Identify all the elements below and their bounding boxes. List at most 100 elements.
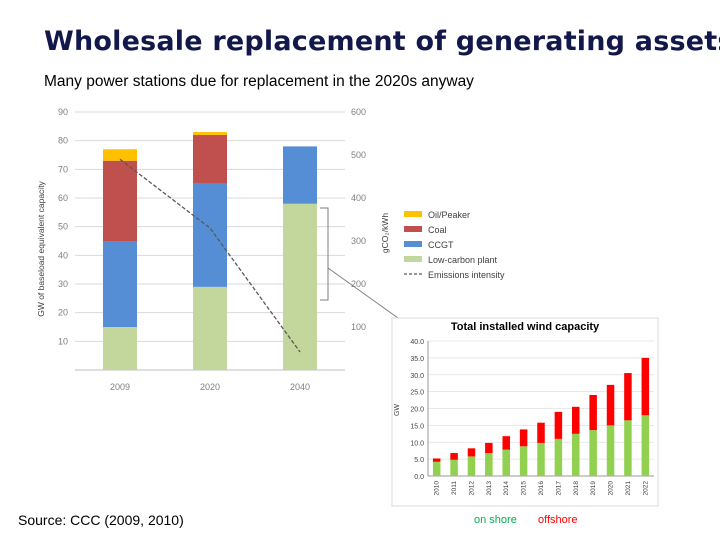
slide-title: Wholesale replacement of generating asse…	[44, 26, 720, 57]
wind-bar-offshore-2017	[554, 411, 563, 439]
wind-bar-on-shore-2011	[450, 459, 458, 476]
bar-ccgt-2009	[103, 241, 137, 327]
wind-bar-on-shore-2020	[606, 425, 615, 476]
y-tick-label: 90	[58, 107, 68, 117]
wind-x-tick-label: 2018	[573, 481, 580, 496]
wind-bar-on-shore-2021	[624, 420, 632, 476]
legend-swatch-low-carbon-plant	[404, 256, 422, 262]
y-tick-label: 40	[58, 250, 68, 260]
bar-ccgt-2040	[283, 146, 317, 204]
wind-bar-offshore-2014	[502, 436, 510, 450]
wind-x-tick-label: 2022	[642, 481, 649, 496]
wind-x-tick-label: 2017	[555, 481, 562, 496]
wind-bar-offshore-2010	[432, 458, 441, 462]
bar-coal-2009	[103, 160, 137, 241]
bar-ccgt-2020	[193, 183, 227, 287]
wind-bar-offshore-2019	[589, 395, 597, 431]
wind-legend-onshore: on shore	[474, 514, 517, 526]
bar-oil-peaker-2009	[103, 149, 137, 161]
wind-bar-on-shore-2017	[554, 438, 563, 476]
legend-label-oil-peaker: Oil/Peaker	[428, 210, 470, 220]
wind-chart-frame	[391, 317, 659, 507]
y2-axis-label: gCO₂/kWh	[380, 213, 390, 253]
emissions-intensity-line	[119, 158, 301, 353]
y-tick-label: 10	[58, 336, 68, 346]
wind-chart-title: Total installed wind capacity	[451, 321, 600, 333]
legend-swatch-coal	[404, 226, 422, 232]
y-tick-label: 20	[58, 308, 68, 318]
bar-low-carbon-plant-2040	[283, 203, 317, 370]
wind-y-axis-label: GW	[394, 404, 401, 416]
legend-swatch-ccgt	[404, 241, 422, 247]
bar-coal-2020	[193, 134, 227, 184]
wind-x-tick-label: 2012	[468, 481, 475, 496]
wind-bar-on-shore-2010	[432, 461, 441, 476]
wind-bar-on-shore-2015	[519, 446, 528, 476]
wind-x-tick-label: 2021	[625, 481, 632, 496]
wind-x-tick-label: 2015	[521, 481, 528, 496]
wind-bar-offshore-2018	[572, 406, 580, 434]
wind-y-tick-label: 40.0	[410, 339, 424, 346]
legend-swatch-oil-peaker	[404, 211, 422, 217]
wind-bar-on-shore-2019	[589, 430, 597, 476]
bar-oil-peaker-2020	[193, 132, 227, 135]
wind-bar-offshore-2012	[467, 448, 476, 457]
legend-label-low-carbon-plant: Low-carbon plant	[428, 255, 498, 265]
wind-y-tick-label: 15.0	[410, 423, 424, 430]
wind-y-tick-label: 25.0	[410, 390, 424, 397]
y2-tick-label: 500	[351, 150, 366, 160]
source-note: Source: CCC (2009, 2010)	[18, 512, 184, 528]
wind-bar-offshore-2015	[519, 429, 528, 447]
wind-legend-offshore: offshore	[538, 514, 578, 526]
wind-y-tick-label: 35.0	[410, 356, 424, 363]
wind-y-tick-label: 10.0	[410, 440, 424, 447]
wind-x-tick-label: 2019	[590, 481, 597, 496]
y2-tick-label: 400	[351, 193, 366, 203]
legend-label-coal: Coal	[428, 225, 447, 235]
wind-bar-on-shore-2016	[537, 442, 545, 476]
wind-bar-offshore-2013	[485, 442, 493, 454]
y-axis-label: GW of baseload equivalent capacity	[36, 180, 46, 316]
wind-x-tick-label: 2020	[608, 481, 615, 496]
legend-label-ccgt: CCGT	[428, 240, 454, 250]
wind-bar-offshore-2020	[606, 384, 615, 426]
legend-label-emissions-intensity: Emissions intensity	[428, 270, 505, 280]
y2-tick-label: 200	[351, 279, 366, 289]
wind-bar-on-shore-2018	[572, 433, 580, 476]
bar-low-carbon-plant-2020	[193, 286, 227, 370]
y-tick-label: 70	[58, 164, 68, 174]
wind-y-tick-label: 20.0	[410, 407, 424, 414]
y-tick-label: 30	[58, 279, 68, 289]
bracket-annotation	[320, 207, 329, 301]
y2-tick-label: 600	[351, 107, 366, 117]
wind-bar-offshore-2016	[537, 422, 545, 443]
wind-x-tick-label: 2010	[434, 481, 441, 496]
wind-y-tick-label: 0.0	[414, 474, 424, 481]
wind-bar-on-shore-2014	[502, 449, 510, 476]
x-tick-label: 2009	[110, 382, 130, 392]
wind-bar-on-shore-2022	[641, 415, 650, 476]
bracket-connector	[327, 267, 399, 319]
wind-x-tick-label: 2014	[503, 481, 510, 496]
wind-x-tick-label: 2011	[451, 481, 458, 495]
wind-y-tick-label: 5.0	[414, 457, 424, 464]
x-tick-label: 2020	[200, 382, 220, 392]
y2-tick-label: 300	[351, 236, 366, 246]
x-tick-label: 2040	[290, 382, 310, 392]
wind-bar-offshore-2021	[624, 373, 632, 421]
wind-x-tick-label: 2013	[486, 481, 493, 496]
y-tick-label: 80	[58, 136, 68, 146]
y-tick-label: 60	[58, 193, 68, 203]
wind-bar-offshore-2011	[450, 453, 458, 460]
bar-low-carbon-plant-2009	[103, 327, 137, 370]
wind-bar-on-shore-2012	[467, 456, 476, 476]
y2-tick-label: 100	[351, 322, 366, 332]
wind-y-tick-label: 30.0	[410, 373, 424, 380]
wind-bar-offshore-2022	[641, 357, 650, 416]
wind-bar-on-shore-2013	[485, 453, 493, 476]
slide-subtitle: Many power stations due for replacement …	[44, 73, 474, 90]
y-tick-label: 50	[58, 222, 68, 232]
wind-x-tick-label: 2016	[538, 481, 545, 496]
